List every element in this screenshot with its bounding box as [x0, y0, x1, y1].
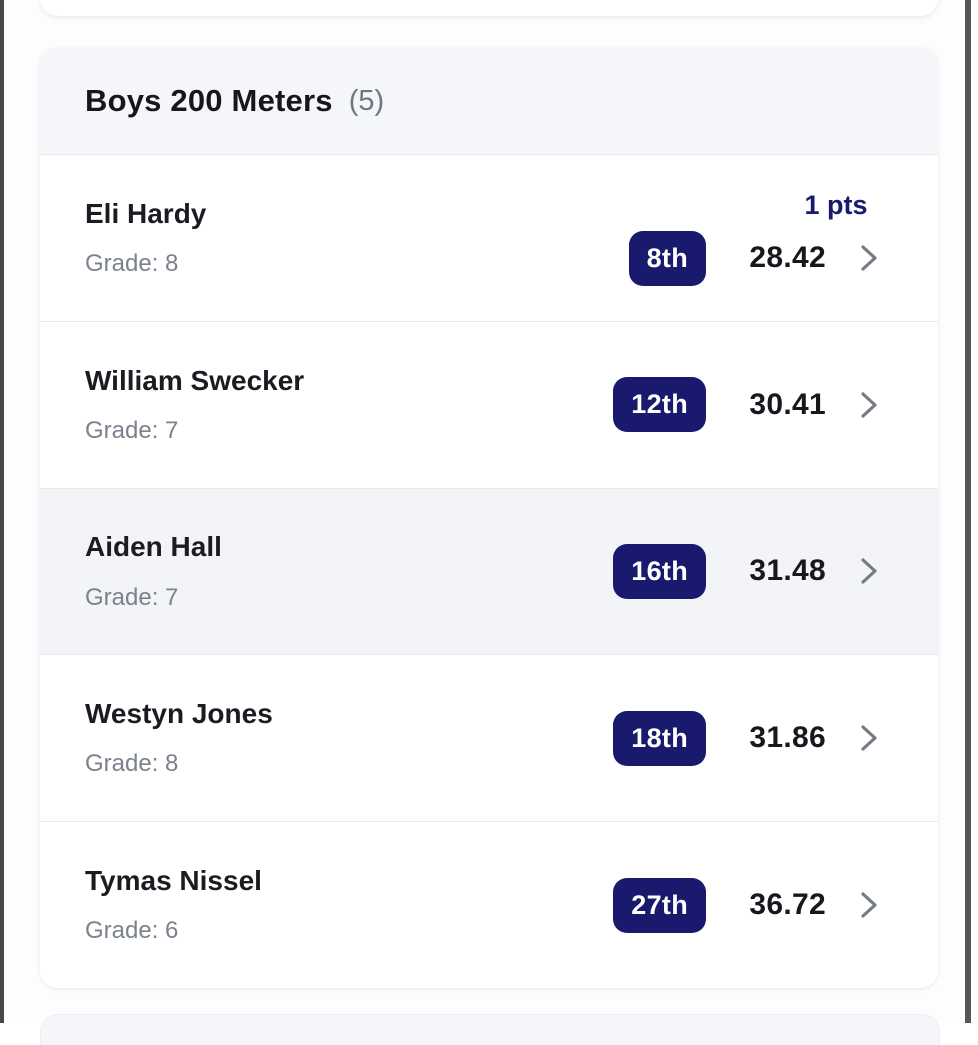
result-time: 28.42 — [749, 241, 826, 275]
athlete-grade: Grade: 6 — [85, 917, 179, 945]
previous-event-card — [40, 0, 938, 16]
chevron-right-icon[interactable] — [860, 722, 882, 754]
athlete-name: Aiden Hall — [85, 531, 222, 563]
result-info: 16th 31.48 — [604, 543, 882, 599]
athlete-info: Tymas Nissel Grade: 6 — [85, 865, 262, 945]
athlete-name: Westyn Jones — [85, 698, 273, 730]
mark-line: 18th 31.86 — [604, 710, 882, 766]
athlete-grade: Grade: 8 — [85, 249, 179, 277]
results-list: Eli Hardy Grade: 8 1 pts 8th 28.42 — [40, 155, 938, 988]
event-entry-count: (5) — [348, 84, 385, 117]
athlete-grade: Grade: 7 — [85, 416, 179, 444]
result-info: 12th 30.41 — [604, 377, 882, 433]
athlete-info: Aiden Hall Grade: 7 — [85, 531, 222, 611]
right-frame-border — [965, 0, 971, 1023]
left-frame-border — [0, 0, 4, 1023]
place-badge: 27th — [613, 877, 706, 933]
mark-line: 12th 30.41 — [604, 377, 882, 433]
athlete-name: Eli Hardy — [85, 197, 207, 229]
event-header: Boys 200 Meters (5) — [40, 48, 938, 155]
athlete-info: Westyn Jones Grade: 8 — [85, 698, 273, 778]
athlete-row[interactable]: Eli Hardy Grade: 8 1 pts 8th 28.42 — [40, 155, 938, 321]
chevron-right-icon[interactable] — [860, 242, 882, 274]
result-time: 36.72 — [749, 888, 826, 922]
mark-line: 27th 36.72 — [604, 877, 882, 933]
place-badge: 8th — [628, 230, 706, 286]
chevron-right-icon[interactable] — [860, 389, 882, 421]
next-event-card — [40, 1014, 940, 1045]
result-info: 18th 31.86 — [604, 710, 882, 766]
event-title: Boys 200 Meters — [85, 83, 333, 118]
place-badge-column: 27th — [604, 877, 706, 933]
chevron-right-icon[interactable] — [860, 555, 882, 587]
place-badge-column: 18th — [604, 710, 706, 766]
athlete-points: 1 pts — [804, 189, 868, 220]
place-badge-column: 12th — [604, 377, 706, 433]
result-info: 27th 36.72 — [604, 877, 882, 933]
athlete-row[interactable]: Tymas Nissel Grade: 6 27th 36.72 — [40, 821, 938, 988]
points-line: 1 pts — [664, 190, 882, 221]
mark-line: 16th 31.48 — [604, 543, 882, 599]
chevron-right-icon[interactable] — [860, 889, 882, 921]
athlete-name: William Swecker — [85, 364, 305, 396]
result-info: 1 pts 8th 28.42 — [604, 190, 882, 286]
place-badge: 16th — [613, 543, 706, 599]
athlete-grade: Grade: 8 — [85, 750, 179, 778]
athlete-info: Eli Hardy Grade: 8 — [85, 198, 206, 278]
athlete-row[interactable]: William Swecker Grade: 7 12th 30.41 — [40, 320, 938, 488]
place-badge: 12th — [613, 377, 706, 433]
mark-line: 8th 28.42 — [604, 230, 882, 286]
result-time: 31.86 — [749, 721, 826, 755]
athlete-row[interactable]: Westyn Jones Grade: 8 18th 31.86 — [40, 654, 938, 822]
athlete-row[interactable]: Aiden Hall Grade: 7 16th 31.48 — [40, 487, 938, 655]
place-badge: 18th — [613, 710, 706, 766]
athlete-info: William Swecker Grade: 7 — [85, 365, 304, 445]
event-card: Boys 200 Meters (5) Eli Hardy Grade: 8 1… — [40, 48, 938, 988]
place-badge-column: 16th — [604, 543, 706, 599]
athlete-grade: Grade: 7 — [85, 583, 179, 611]
result-time: 30.41 — [749, 387, 826, 421]
result-time: 31.48 — [749, 554, 826, 588]
place-badge-column: 8th — [604, 230, 706, 286]
athlete-name: Tymas Nissel — [85, 864, 262, 896]
